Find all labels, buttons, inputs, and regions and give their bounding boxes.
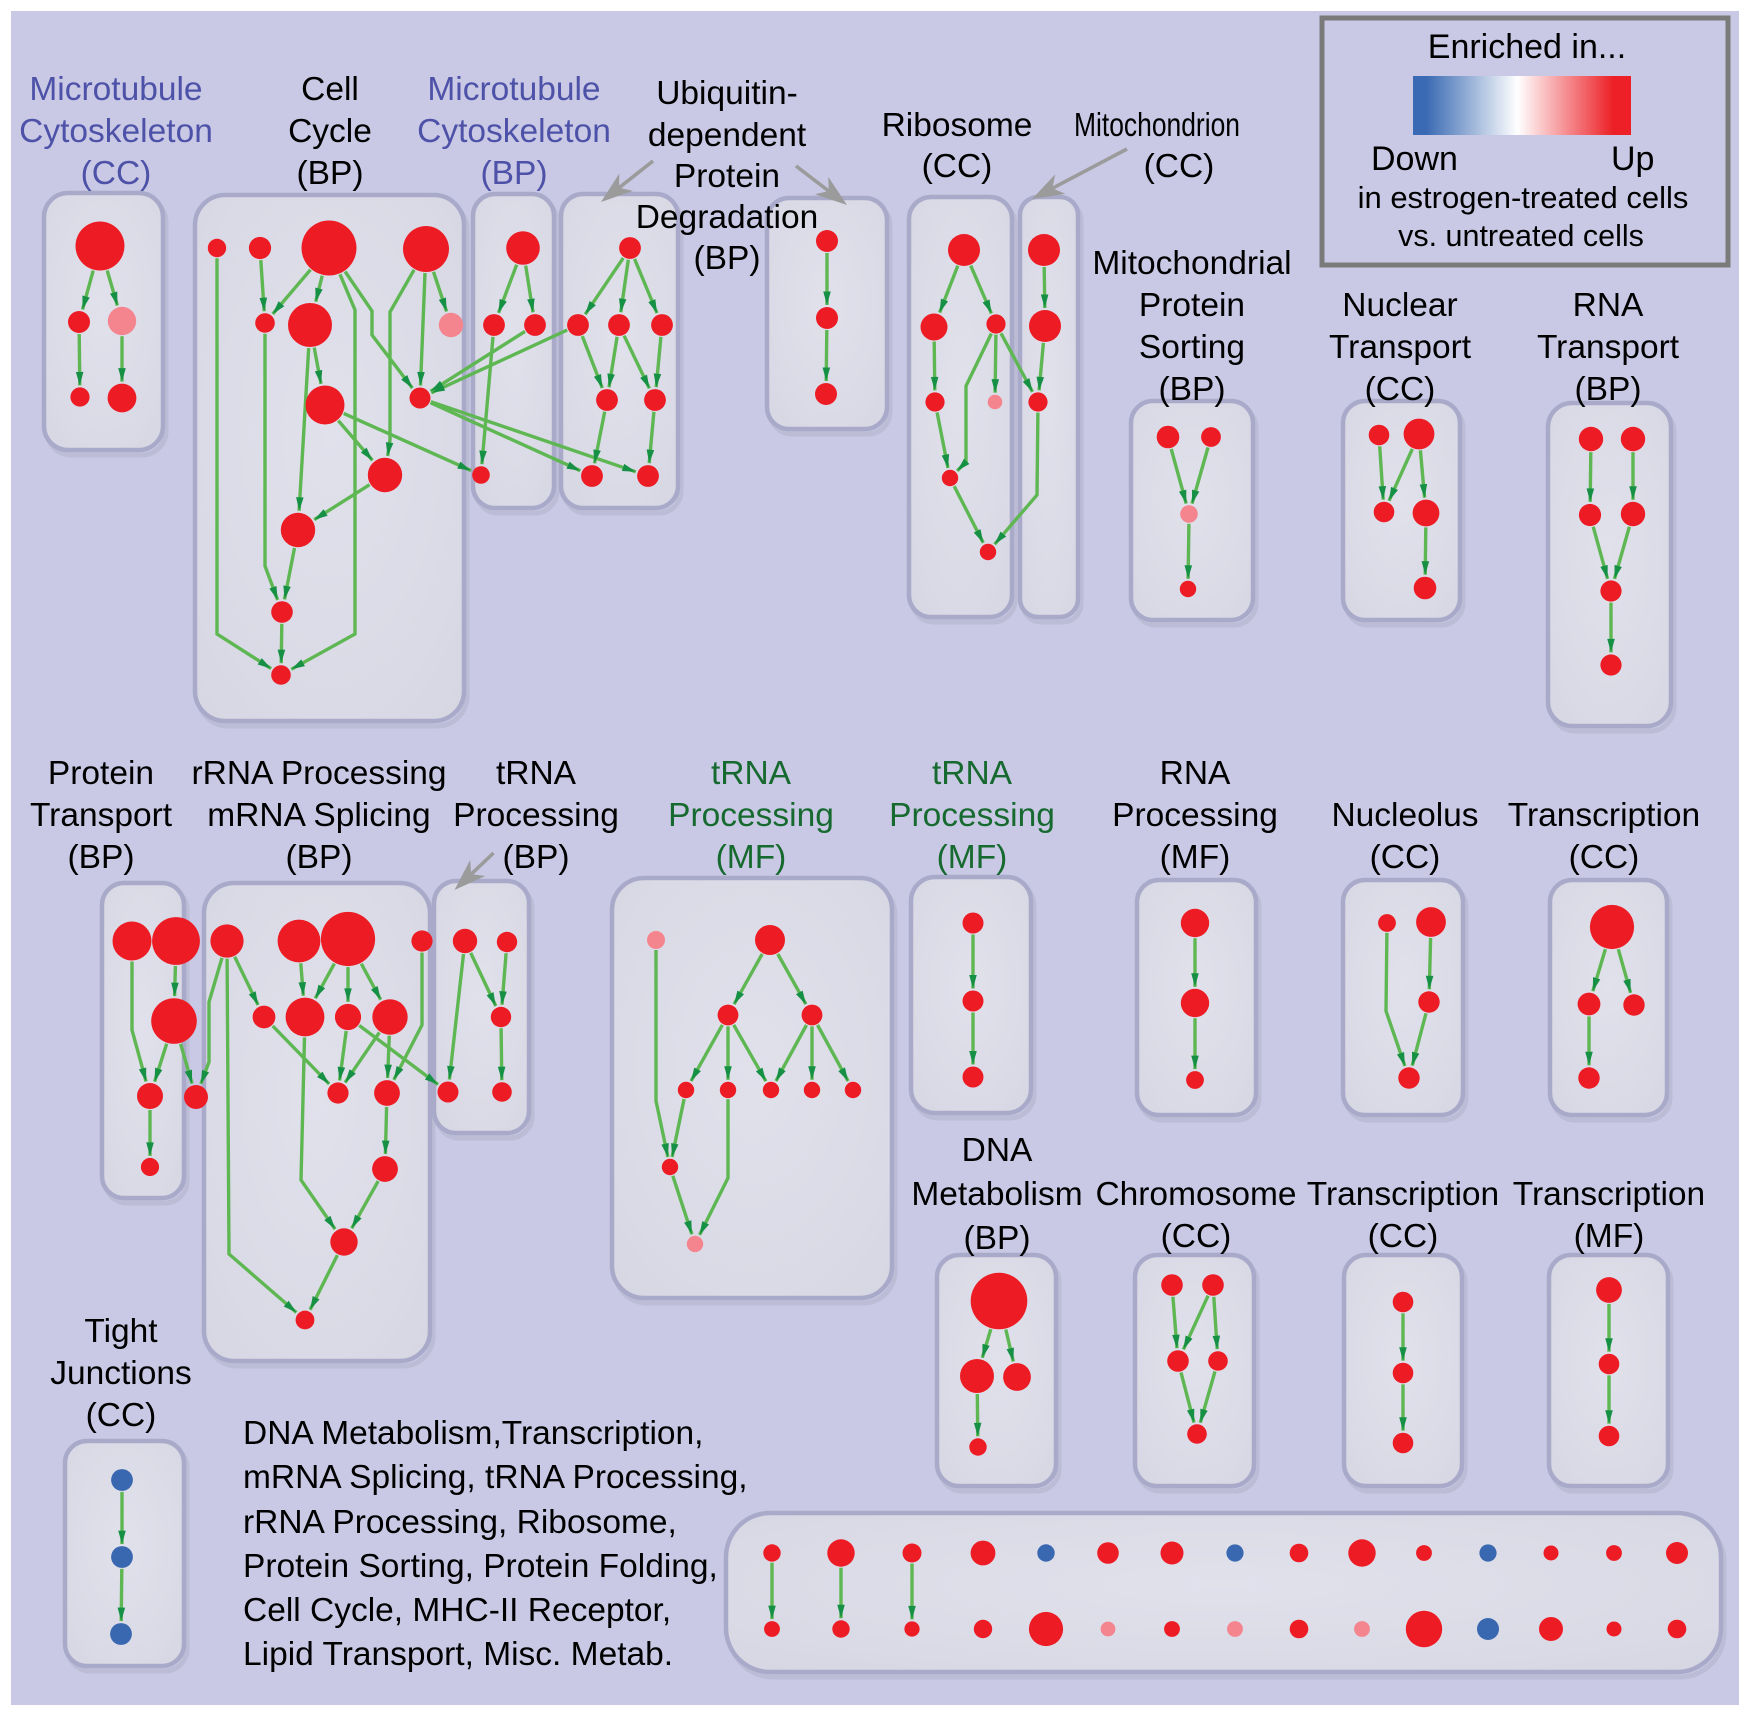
svg-text:(BP): (BP) [694,240,761,277]
svg-text:(CC): (CC) [1368,1218,1439,1255]
svg-text:(BP): (BP) [68,839,135,876]
svg-text:Enriched in...: Enriched in... [1428,28,1626,66]
svg-text:Mitochondrial: Mitochondrial [1092,245,1291,282]
svg-text:Microtubule: Microtubule [29,71,202,108]
svg-text:Transcription: Transcription [1508,797,1700,834]
svg-text:tRNA: tRNA [496,755,577,792]
svg-text:Cell Cycle, MHC-II Receptor,: Cell Cycle, MHC-II Receptor, [243,1592,671,1629]
svg-text:RNA: RNA [1160,755,1231,792]
svg-text:Cytoskeleton: Cytoskeleton [19,113,213,150]
svg-text:Tight: Tight [84,1313,158,1350]
svg-text:Protein: Protein [674,158,780,195]
svg-text:Junctions: Junctions [50,1355,192,1392]
svg-text:(BP): (BP) [297,155,364,192]
svg-text:(CC): (CC) [1365,371,1436,408]
svg-text:DNA: DNA [962,1132,1033,1169]
svg-text:Degradation: Degradation [636,199,819,236]
svg-text:(CC): (CC) [922,148,993,185]
svg-text:rRNA Processing, Ribosome,: rRNA Processing, Ribosome, [243,1504,677,1541]
svg-text:(BP): (BP) [1159,371,1226,408]
svg-text:Lipid Transport, Misc. Metab.: Lipid Transport, Misc. Metab. [243,1636,673,1673]
svg-text:in estrogen-treated cells: in estrogen-treated cells [1358,180,1689,215]
svg-text:Processing: Processing [668,797,834,834]
svg-text:Ubiquitin-: Ubiquitin- [656,75,798,112]
svg-text:Transport: Transport [30,797,173,834]
svg-text:mRNA Splicing, tRNA Processing: mRNA Splicing, tRNA Processing, [243,1459,748,1496]
svg-text:Cell: Cell [301,71,359,108]
svg-text:(CC): (CC) [86,1397,157,1434]
svg-text:Processing: Processing [1112,797,1278,834]
svg-text:mRNA Splicing: mRNA Splicing [207,797,430,834]
svg-text:(BP): (BP) [286,839,353,876]
svg-text:Mitochondrion: Mitochondrion [1074,107,1240,144]
svg-text:(MF): (MF) [937,839,1008,876]
svg-text:Cytoskeleton: Cytoskeleton [417,113,611,150]
svg-text:(BP): (BP) [1575,371,1642,408]
svg-text:Sorting: Sorting [1139,329,1245,366]
svg-text:Cycle: Cycle [288,113,372,150]
svg-text:Transcription: Transcription [1513,1176,1705,1213]
svg-text:(MF): (MF) [1574,1218,1645,1255]
svg-text:(CC): (CC) [81,155,152,192]
svg-text:Processing: Processing [889,797,1055,834]
svg-text:tRNA: tRNA [711,755,792,792]
svg-text:rRNA Processing: rRNA Processing [191,755,446,792]
svg-text:(MF): (MF) [1160,839,1231,876]
svg-text:Nucleolus: Nucleolus [1331,797,1478,834]
svg-text:Protein: Protein [48,755,154,792]
svg-text:(BP): (BP) [503,839,570,876]
svg-text:Processing: Processing [453,797,619,834]
svg-text:Chromosome: Chromosome [1095,1176,1296,1213]
svg-text:(CC): (CC) [1370,839,1441,876]
svg-text:(CC): (CC) [1161,1218,1232,1255]
svg-text:Nuclear: Nuclear [1342,287,1457,324]
svg-text:(BP): (BP) [964,1220,1031,1257]
svg-text:dependent: dependent [648,117,807,154]
svg-text:RNA: RNA [1573,287,1644,324]
svg-text:Ribosome: Ribosome [882,107,1033,144]
svg-text:(BP): (BP) [481,155,548,192]
svg-text:(CC): (CC) [1569,839,1640,876]
svg-text:Transport: Transport [1329,329,1472,366]
svg-text:vs. untreated cells: vs. untreated cells [1398,219,1644,253]
svg-text:DNA Metabolism,Transcription,: DNA Metabolism,Transcription, [243,1415,703,1452]
svg-text:Down: Down [1371,140,1458,178]
svg-text:(MF): (MF) [716,839,787,876]
svg-text:Transcription: Transcription [1307,1176,1499,1213]
svg-text:tRNA: tRNA [932,755,1013,792]
svg-text:Protein: Protein [1139,287,1245,324]
svg-text:Up: Up [1611,140,1654,178]
svg-text:Metabolism: Metabolism [911,1176,1082,1213]
svg-text:Transport: Transport [1537,329,1680,366]
svg-text:Protein Sorting, Protein Foldi: Protein Sorting, Protein Folding, [243,1548,718,1585]
svg-text:Microtubule: Microtubule [427,71,600,108]
svg-text:(CC): (CC) [1144,148,1215,185]
